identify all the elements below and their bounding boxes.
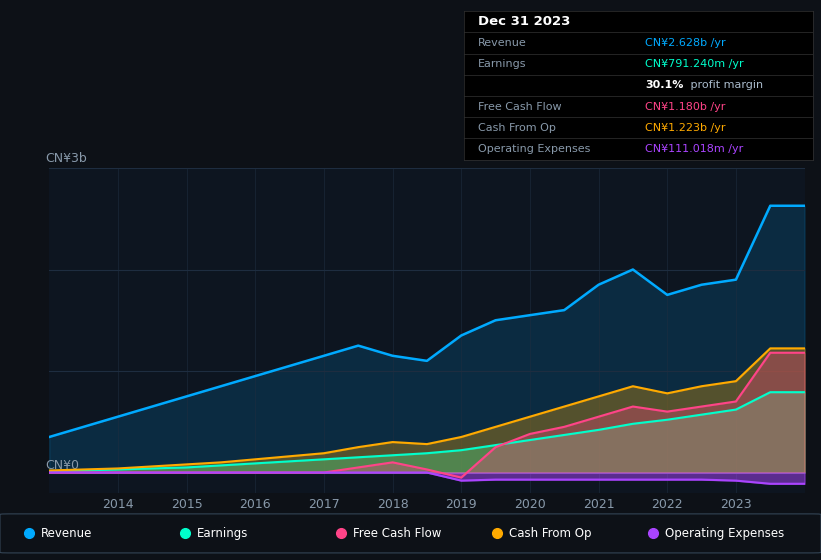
Text: Earnings: Earnings	[478, 59, 526, 69]
Text: CN¥791.240m /yr: CN¥791.240m /yr	[645, 59, 744, 69]
Text: Revenue: Revenue	[41, 527, 93, 540]
Text: CN¥0: CN¥0	[45, 459, 80, 472]
Text: Cash From Op: Cash From Op	[478, 123, 556, 133]
Text: CN¥1.180b /yr: CN¥1.180b /yr	[645, 101, 726, 111]
Text: Free Cash Flow: Free Cash Flow	[478, 101, 562, 111]
Text: Free Cash Flow: Free Cash Flow	[353, 527, 442, 540]
Text: 30.1%: 30.1%	[645, 81, 684, 90]
Text: profit margin: profit margin	[687, 81, 764, 90]
Text: Revenue: Revenue	[478, 38, 526, 48]
Text: Operating Expenses: Operating Expenses	[665, 527, 784, 540]
Text: CN¥111.018m /yr: CN¥111.018m /yr	[645, 144, 744, 154]
Text: Cash From Op: Cash From Op	[509, 527, 591, 540]
Text: CN¥1.223b /yr: CN¥1.223b /yr	[645, 123, 726, 133]
Text: CN¥3b: CN¥3b	[45, 152, 87, 165]
Text: Dec 31 2023: Dec 31 2023	[478, 15, 571, 29]
Text: CN¥2.628b /yr: CN¥2.628b /yr	[645, 38, 726, 48]
Text: Operating Expenses: Operating Expenses	[478, 144, 590, 154]
FancyBboxPatch shape	[0, 514, 821, 553]
Text: Earnings: Earnings	[197, 527, 249, 540]
